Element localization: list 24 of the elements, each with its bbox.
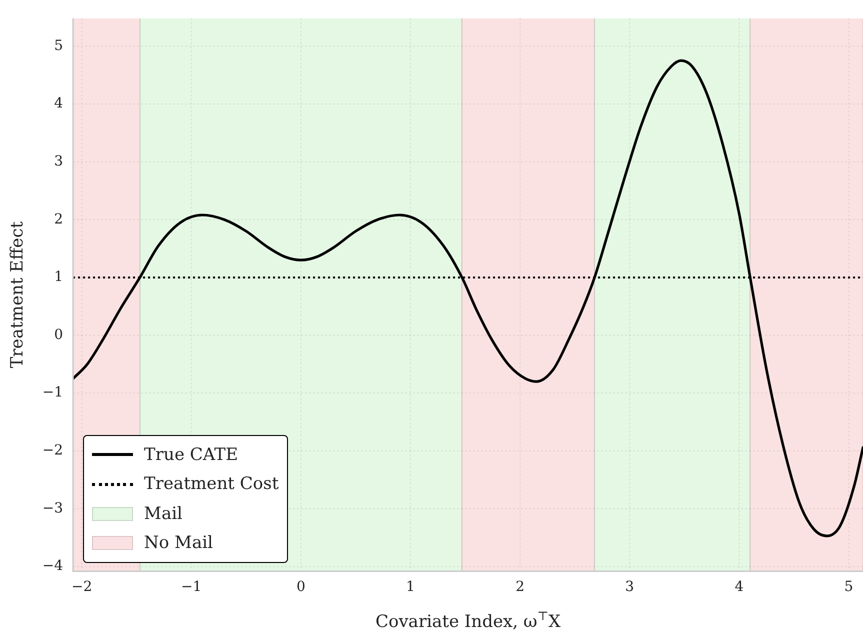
x-tick-label: −1: [181, 579, 202, 596]
x-tick-label: 1: [406, 579, 415, 596]
y-tick-label: 5: [54, 38, 64, 54]
y-tick-label: −4: [42, 558, 64, 574]
y-tick-label: 4: [54, 96, 64, 112]
y-tick-label: 1: [54, 269, 64, 286]
band-label: No Mail: [144, 533, 213, 554]
y-tick-label: −1: [42, 384, 64, 401]
x-tick-label: 2: [516, 579, 525, 596]
legend-label: Treatment Cost: [144, 474, 279, 494]
band-label: Mail: [144, 504, 182, 524]
y-axis-title: Treatment Effect: [8, 221, 28, 368]
x-axis-title: Covariate Index, ω⊤X: [375, 609, 562, 632]
legend-label: True CATE: [144, 444, 238, 465]
x-tick-label: 4: [734, 579, 744, 596]
y-tick-label: −3: [42, 500, 64, 516]
y-tick-label: 3: [54, 153, 64, 170]
x-tick-label: 3: [625, 579, 634, 596]
x-tick-label: 5: [844, 579, 854, 596]
x-tick-label: −2: [71, 579, 92, 596]
x-tick-label: 0: [296, 579, 306, 596]
y-tick-label: 0: [54, 326, 64, 343]
y-tick-label: −2: [42, 442, 64, 459]
y-tick-label: 2: [54, 211, 64, 228]
